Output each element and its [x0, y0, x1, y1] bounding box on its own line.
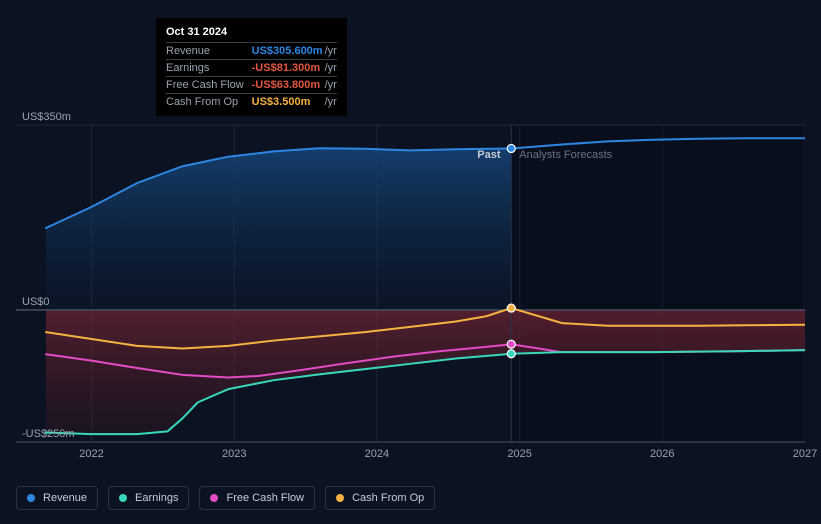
tooltip-metric: Cash From Op: [166, 94, 244, 111]
legend-item-revenue[interactable]: Revenue: [16, 486, 98, 510]
tooltip-table: RevenueUS$305.600m/yrEarnings-US$81.300m…: [166, 42, 337, 110]
chart-area: US$350mUS$0-US$250m 20222023202420252026…: [16, 0, 805, 464]
x-tick-label: 2023: [222, 448, 246, 484]
x-tick-label: 2024: [365, 448, 389, 484]
legend-label: Cash From Op: [352, 492, 424, 504]
tooltip-metric: Earnings: [166, 60, 244, 77]
tooltip-value: -US$81.300m: [244, 60, 323, 77]
tooltip-row: Earnings-US$81.300m/yr: [166, 60, 337, 77]
tooltip-title: Oct 31 2024: [166, 26, 337, 38]
x-tick-label: 2026: [650, 448, 674, 484]
tooltip-value: US$305.600m: [244, 43, 323, 60]
past-label: Past: [477, 149, 500, 161]
legend-item-earnings[interactable]: Earnings: [108, 486, 189, 510]
x-tick-label: 2025: [507, 448, 531, 484]
y-tick-label: US$0: [22, 296, 50, 308]
chart-tooltip: Oct 31 2024 RevenueUS$305.600m/yrEarning…: [156, 18, 347, 116]
tooltip-row: Cash From OpUS$3.500m/yr: [166, 94, 337, 111]
tooltip-unit: /yr: [323, 60, 337, 77]
x-tick-label: 2022: [79, 448, 103, 484]
legend-item-fcf[interactable]: Free Cash Flow: [199, 486, 315, 510]
legend-item-cfo[interactable]: Cash From Op: [325, 486, 435, 510]
legend-dot-icon: [27, 494, 35, 502]
forecast-label: Analysts Forecasts: [519, 149, 612, 161]
legend-dot-icon: [336, 494, 344, 502]
chart-svg[interactable]: [16, 0, 805, 450]
tooltip-metric: Free Cash Flow: [166, 77, 244, 94]
y-tick-label: US$350m: [22, 111, 71, 123]
legend-label: Revenue: [43, 492, 87, 504]
tooltip-row: RevenueUS$305.600m/yr: [166, 43, 337, 60]
tooltip-value: -US$63.800m: [244, 77, 323, 94]
legend-dot-icon: [210, 494, 218, 502]
tooltip-unit: /yr: [323, 43, 337, 60]
legend-label: Earnings: [135, 492, 178, 504]
y-tick-label: -US$250m: [22, 428, 75, 440]
x-tick-label: 2027: [793, 448, 817, 484]
tooltip-metric: Revenue: [166, 43, 244, 60]
legend-label: Free Cash Flow: [226, 492, 304, 504]
chart-legend: Revenue Earnings Free Cash Flow Cash From O…: [16, 486, 435, 510]
tooltip-unit: /yr: [323, 77, 337, 94]
legend-dot-icon: [119, 494, 127, 502]
tooltip-row: Free Cash Flow-US$63.800m/yr: [166, 77, 337, 94]
tooltip-unit: /yr: [323, 94, 337, 111]
tooltip-value: US$3.500m: [244, 94, 323, 111]
